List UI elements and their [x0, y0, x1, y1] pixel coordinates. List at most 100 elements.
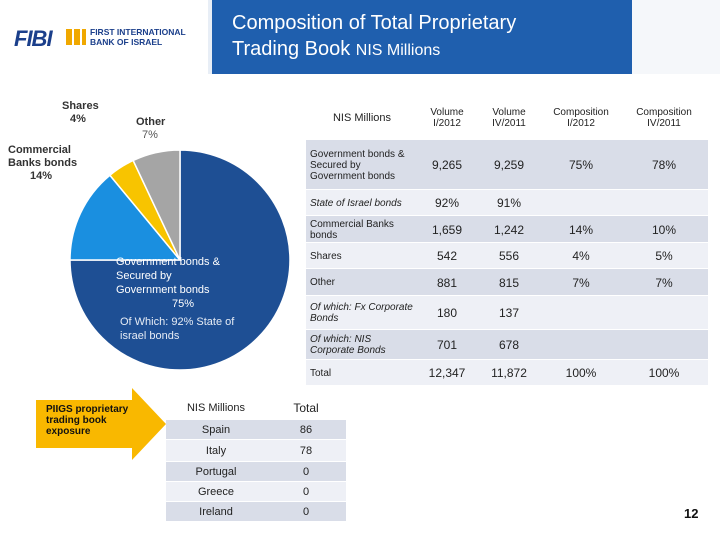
label-shares-pct: 4%: [70, 113, 86, 125]
logo-line2: BANK OF ISRAEL: [90, 37, 163, 47]
table-cell: 14%: [568, 222, 594, 237]
table-cell: 556: [498, 249, 520, 263]
table-cell: Commercial Banks bonds: [310, 218, 394, 241]
label-gov-note-2: israel bonds: [120, 330, 180, 342]
table-header-cell: Volume I/2012: [430, 107, 464, 129]
label-gov-note-1: Of Which: 92% State of: [120, 316, 235, 328]
pie-slice-other: [132, 149, 181, 261]
table-cell: 86: [299, 424, 313, 436]
table-cell: 75%: [568, 158, 594, 172]
title-bar: Composition of Total Proprietary Trading…: [208, 0, 630, 74]
table-cell: 92%: [434, 196, 460, 210]
table-cell: 78%: [651, 158, 677, 172]
table-cell: Shares: [310, 250, 342, 262]
table-cell: 815: [498, 275, 520, 290]
logo-fibi: FIBI: [14, 26, 53, 51]
title-unit: NIS Millions: [355, 42, 441, 59]
piigs-header-cell: Total: [293, 401, 319, 415]
table-cell: Portugal: [195, 466, 237, 478]
table-cell: 100%: [648, 366, 680, 380]
table-row: [306, 216, 708, 243]
table-cell: 9,265: [431, 158, 463, 172]
table-header-cell: NIS Millions: [332, 112, 392, 124]
table-cell: [542, 190, 620, 216]
title-line1: Composition of Total Proprietary: [232, 12, 517, 34]
table-row: [166, 462, 346, 482]
logo-text: FIRST INTERNATIONAL BANK OF ISRAEL: [90, 27, 186, 47]
table-cell: 1,242: [493, 222, 525, 237]
table-row: [306, 190, 708, 216]
table-cell: 137: [498, 306, 520, 320]
label-other-pct: 7%: [142, 129, 158, 141]
table-cell: Other: [310, 277, 336, 288]
table-cell: Of which: Fx Corporate Bonds: [310, 302, 413, 324]
table-row: [306, 243, 708, 269]
table-row: [306, 360, 708, 386]
table-header-bg: [306, 96, 708, 140]
table-cell: 4%: [572, 249, 590, 263]
table-cell: Government bonds & Secured by Government…: [310, 148, 405, 182]
table-cell: Italy: [205, 445, 227, 457]
label-shares: Shares: [62, 100, 99, 112]
title-line2: Trading Book: [232, 38, 351, 60]
table-cell: Total: [310, 367, 332, 379]
table-cell: Ireland: [199, 506, 233, 518]
table-cell: 0: [302, 466, 310, 478]
table-cell: 678: [498, 338, 520, 352]
table-row: [166, 502, 346, 522]
table-row: [166, 482, 346, 502]
table-cell: 12,347: [428, 366, 466, 380]
piigs-header-cell: NIS Millions: [186, 402, 246, 414]
table-row: [166, 440, 346, 462]
table-cell: [542, 296, 620, 330]
label-commercial-2: Banks bonds: [8, 157, 78, 169]
table-cell: State of Israel bonds: [310, 197, 402, 209]
table-cell: Of which: NIS Corporate Bonds: [310, 334, 386, 356]
table-cell: 0: [302, 506, 310, 518]
table-header-cell: Composition I/2012: [553, 107, 609, 129]
logo-line1: FIRST INTERNATIONAL: [90, 27, 186, 37]
table-cell: 11,872: [491, 366, 527, 380]
page-number: 12: [684, 506, 699, 521]
table-cell: [620, 296, 708, 330]
label-commercial-pct: 14%: [30, 170, 53, 182]
table-cell: 542: [436, 249, 458, 263]
label-gov-3: Government bonds: [116, 284, 210, 296]
header-right-panel: [630, 0, 720, 74]
table-cell: [620, 190, 708, 216]
table-cell: 1,659: [431, 222, 463, 237]
table-cell: 91%: [496, 196, 522, 210]
logo-area: FIBI FIRST INTERNATIONAL BANK OF ISRAEL: [0, 0, 208, 74]
table-header-cell: Volume IV/2011: [492, 107, 526, 129]
piigs-arrow-text: PIIGS proprietary trading book exposure: [46, 404, 129, 437]
table-cell: 9,259: [493, 158, 525, 172]
arrow-shape: [36, 388, 166, 460]
table-cell: 78: [299, 445, 313, 457]
label-other: Other: [136, 116, 166, 128]
table-cell: 100%: [565, 366, 597, 380]
label-gov-1: Government bonds &: [116, 256, 220, 268]
table-row: [306, 330, 708, 360]
label-gov-2: Secured by: [116, 270, 172, 282]
table-cell: Greece: [197, 486, 235, 498]
table-cell: 5%: [655, 249, 673, 263]
table-header-cell: Composition IV/2011: [636, 107, 692, 129]
table-cell: 7%: [655, 275, 673, 290]
pie-slice-commercial: [69, 174, 182, 261]
table-cell: Spain: [201, 424, 231, 436]
table-cell: 0: [302, 486, 310, 498]
label-gov-pct: 75%: [172, 298, 195, 310]
page-title: Composition of Total Proprietary Trading…: [232, 10, 516, 64]
table-cell: 180: [436, 306, 458, 320]
table-row: [306, 140, 708, 190]
table-cell: 10%: [651, 222, 677, 237]
table-cell: 701: [436, 338, 458, 352]
label-commercial-1: Commercial: [8, 144, 71, 156]
pie-chart: [69, 149, 291, 371]
table-cell: [620, 330, 708, 360]
table-cell: 7%: [572, 275, 590, 290]
table-cell: 881: [436, 275, 458, 290]
piigs-header-bg: [166, 396, 346, 420]
table-row: [306, 269, 708, 296]
table-cell: [542, 330, 620, 360]
